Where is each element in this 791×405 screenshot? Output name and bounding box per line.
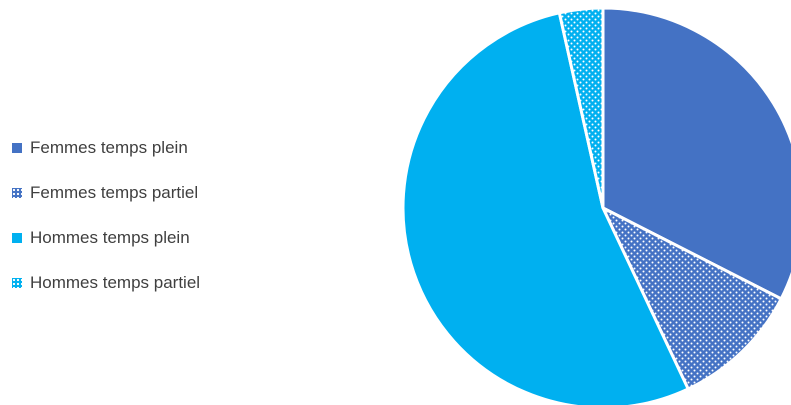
legend-label: Femmes temps partiel (30, 183, 199, 202)
legend-item: Femmes temps partiel (12, 170, 292, 215)
legend-label: Hommes temps plein (30, 228, 190, 247)
legend-label: Hommes temps partiel (30, 273, 201, 292)
legend-swatch (12, 232, 22, 243)
legend-swatch (12, 187, 22, 198)
legend-item: Hommes temps partiel (12, 260, 292, 305)
legend-item: Hommes temps plein (12, 215, 292, 260)
legend: Femmes temps plein Femmes temps partiel … (12, 125, 292, 305)
pie-slice (557, 6, 605, 210)
legend-swatch (12, 142, 22, 153)
pie-slice (601, 206, 783, 391)
pie-slice (601, 6, 791, 301)
legend-swatch (12, 277, 22, 288)
legend-item: Femmes temps plein (12, 125, 292, 170)
legend-label: Femmes temps plein (30, 138, 188, 157)
pie-slice (401, 11, 690, 405)
